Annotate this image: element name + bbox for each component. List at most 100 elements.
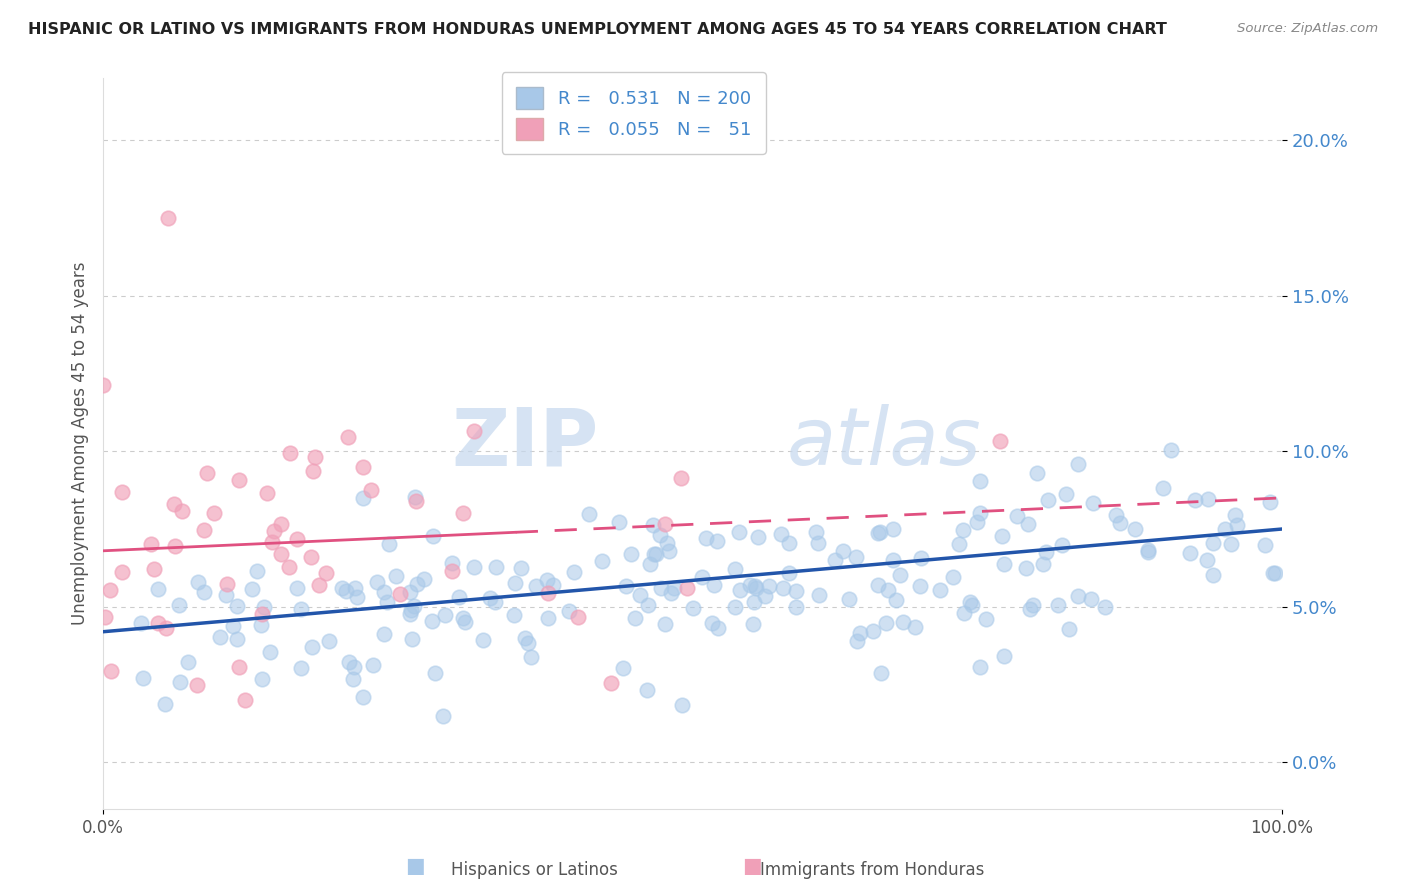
- Point: [862, 624, 884, 639]
- Point: [1015, 561, 1038, 575]
- Point: [889, 568, 911, 582]
- Point: [832, 544, 855, 558]
- Point: [838, 592, 860, 607]
- Point: [567, 610, 589, 624]
- Point: [308, 578, 330, 592]
- Point: [100, 664, 122, 678]
- Point: [193, 585, 215, 599]
- Point: [884, 593, 907, 607]
- Point: [156, 211, 179, 225]
- Point: [432, 708, 454, 723]
- Point: [176, 655, 198, 669]
- Point: [988, 434, 1011, 448]
- Point: [1017, 516, 1039, 531]
- Point: [910, 551, 932, 566]
- Point: [974, 612, 997, 626]
- Point: [952, 606, 974, 620]
- Point: [616, 578, 638, 592]
- Point: [252, 672, 274, 686]
- Point: [1036, 493, 1059, 508]
- Point: [440, 564, 463, 578]
- Point: [352, 459, 374, 474]
- Point: [738, 578, 761, 592]
- Point: [278, 445, 301, 459]
- Point: [807, 588, 830, 602]
- Point: [868, 577, 890, 591]
- Point: [1225, 508, 1247, 523]
- Point: [682, 600, 704, 615]
- Point: [650, 581, 672, 595]
- Point: [146, 582, 169, 596]
- Point: [169, 674, 191, 689]
- Point: [215, 588, 238, 602]
- Point: [804, 525, 827, 540]
- Point: [132, 671, 155, 685]
- Point: [991, 529, 1014, 543]
- Point: [375, 595, 398, 609]
- Point: [960, 599, 983, 613]
- Point: [754, 589, 776, 603]
- Point: [422, 529, 444, 543]
- Point: [335, 584, 357, 599]
- Point: [398, 585, 420, 599]
- Point: [478, 591, 501, 606]
- Point: [643, 517, 665, 532]
- Point: [845, 634, 868, 648]
- Point: [993, 649, 1015, 664]
- Point: [655, 536, 678, 550]
- Point: [959, 595, 981, 609]
- Point: [434, 608, 457, 623]
- Point: [824, 553, 846, 567]
- Point: [517, 635, 540, 649]
- Point: [1261, 566, 1284, 581]
- Point: [451, 506, 474, 520]
- Point: [111, 566, 134, 580]
- Point: [524, 579, 547, 593]
- Point: [993, 557, 1015, 571]
- Point: [315, 566, 337, 581]
- Point: [1197, 491, 1219, 506]
- Legend: R =   0.531   N = 200, R =   0.055   N =   51: R = 0.531 N = 200, R = 0.055 N = 51: [502, 72, 765, 154]
- Point: [778, 536, 800, 550]
- Point: [337, 655, 360, 669]
- Point: [1080, 592, 1102, 607]
- Point: [277, 560, 299, 574]
- Point: [503, 576, 526, 591]
- Point: [336, 430, 359, 444]
- Point: [225, 632, 247, 646]
- Point: [233, 693, 256, 707]
- Point: [155, 698, 177, 712]
- Point: [942, 570, 965, 584]
- Point: [728, 524, 751, 539]
- Point: [1226, 518, 1249, 533]
- Point: [1081, 496, 1104, 510]
- Point: [226, 599, 249, 613]
- Point: [623, 610, 645, 624]
- Point: [724, 562, 747, 576]
- Text: Hispanics or Latinos: Hispanics or Latinos: [451, 861, 617, 879]
- Point: [600, 675, 623, 690]
- Point: [318, 634, 340, 648]
- Point: [299, 550, 322, 565]
- Point: [449, 591, 471, 605]
- Point: [875, 616, 897, 631]
- Point: [744, 595, 766, 609]
- Point: [770, 527, 793, 541]
- Point: [869, 524, 891, 539]
- Point: [170, 503, 193, 517]
- Point: [636, 683, 658, 698]
- Point: [346, 590, 368, 604]
- Point: [948, 537, 970, 551]
- Point: [240, 582, 263, 597]
- Point: [702, 616, 724, 631]
- Point: [250, 618, 273, 632]
- Point: [423, 666, 446, 681]
- Point: [301, 640, 323, 654]
- Point: [352, 491, 374, 506]
- Point: [1184, 493, 1206, 508]
- Point: [728, 583, 751, 598]
- Point: [1195, 553, 1218, 567]
- Text: Source: ZipAtlas.com: Source: ZipAtlas.com: [1237, 22, 1378, 36]
- Point: [643, 547, 665, 561]
- Point: [969, 660, 991, 674]
